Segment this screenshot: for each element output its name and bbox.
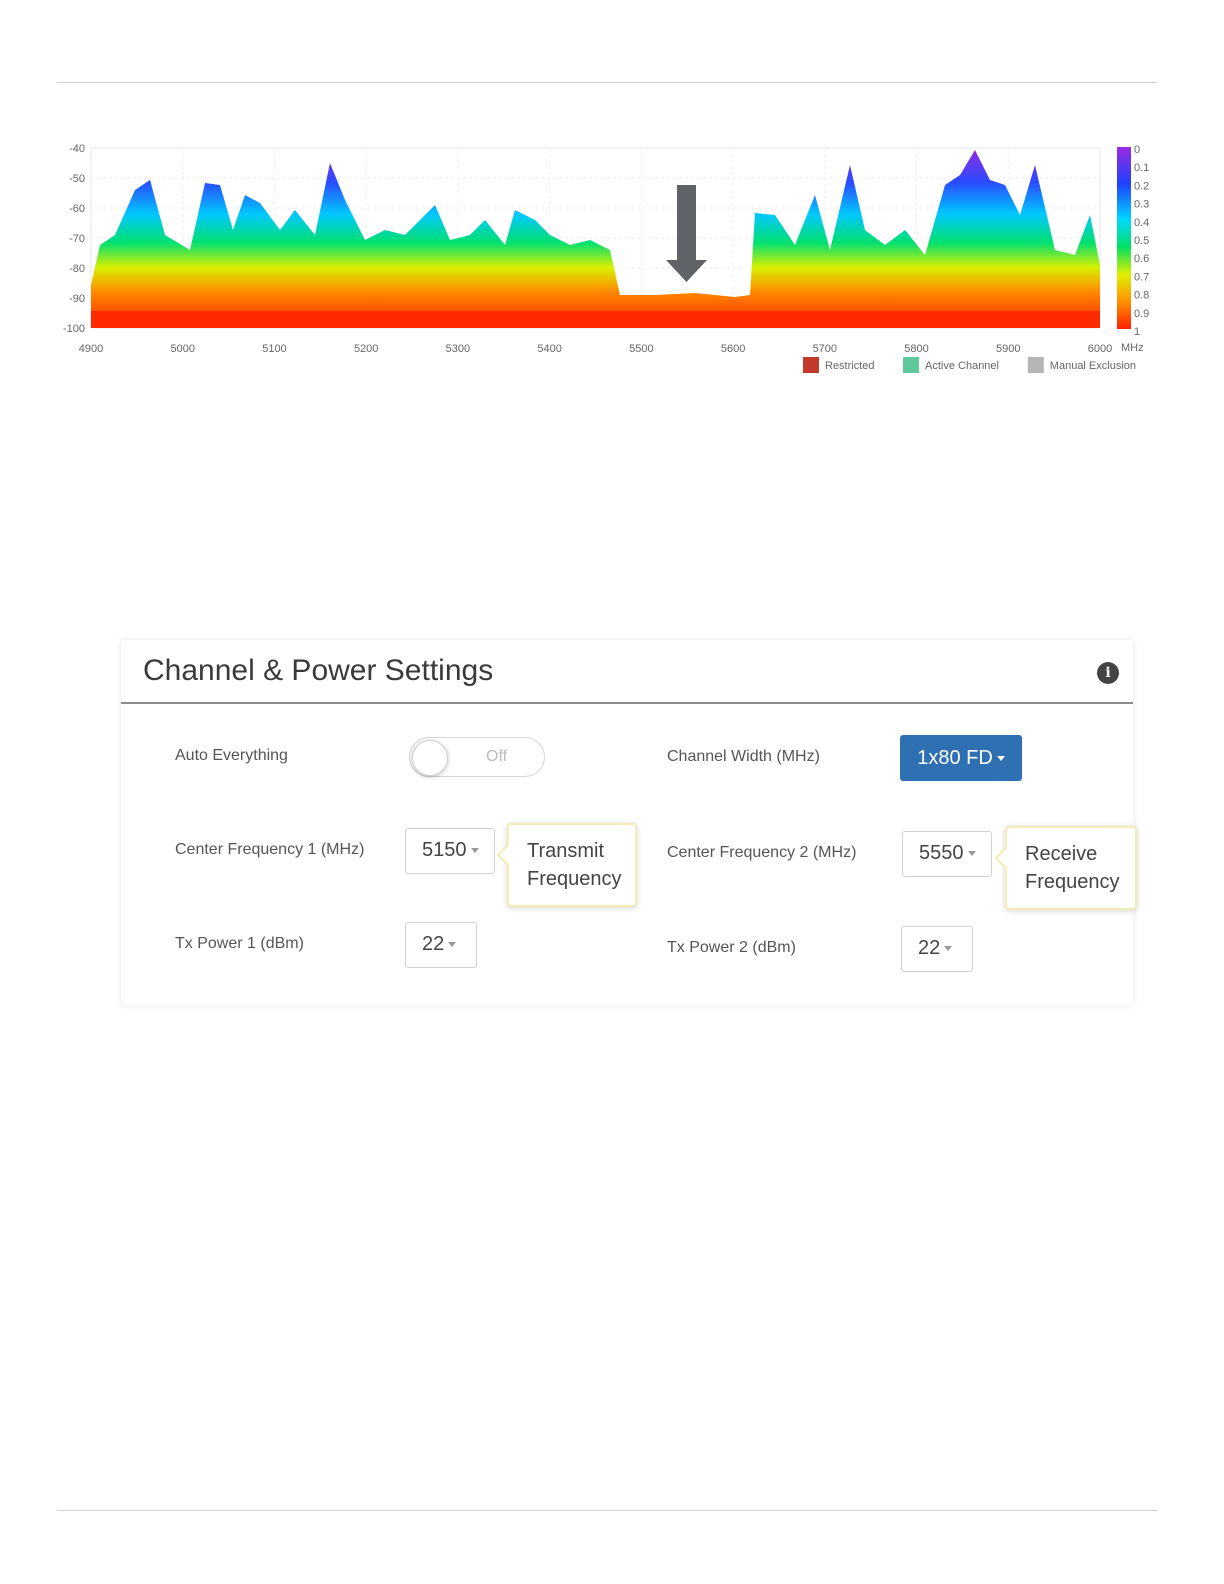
chevron-down-icon [944, 946, 953, 952]
y-tick-label: -50 [69, 173, 85, 185]
y-tick-label: -80 [69, 263, 85, 275]
chevron-down-icon [996, 756, 1005, 762]
center-frequency-1-label: Center Frequency 1 (MHz) [175, 841, 365, 858]
chevron-down-icon [470, 848, 479, 854]
x-axis-labels: 4900 5000 5100 5200 5300 5400 5500 5600 5700 5800… [79, 343, 1112, 355]
legend-label: Active Channel [925, 360, 999, 372]
scale-tick-label: 0.6 [1134, 253, 1149, 265]
x-axis-unit: MHz [1121, 342, 1144, 354]
legend-label: Restricted [825, 360, 875, 372]
scale-tick-label: 0.4 [1134, 217, 1149, 229]
scale-tick-label: 0.2 [1134, 180, 1149, 192]
scale-tick-label: 1 [1134, 326, 1140, 338]
color-scale-labels: 0 0.1 0.2 0.3 0.4 0.5 0.6 0.7 0.8 0.9 1 [1134, 144, 1149, 338]
x-tick-label: 5000 [170, 343, 194, 355]
tx-power-2-label: Tx Power 2 (dBm) [667, 939, 796, 956]
callout-line: Frequency [1025, 871, 1120, 893]
x-tick-label: 5100 [262, 343, 286, 355]
channel-width-value: 1x80 FD [917, 747, 993, 769]
scale-tick-label: 0.3 [1134, 199, 1149, 211]
spectrum-heatmap [91, 150, 1100, 328]
tx-power-1-label: Tx Power 1 (dBm) [175, 935, 304, 952]
x-tick-label: 4900 [79, 343, 103, 355]
x-tick-label: 5900 [996, 343, 1020, 355]
tx-power-1-value: 22 [422, 933, 445, 955]
spectrum-analyzer-chart: -40 -50 -60 -70 -80 -90 -100 4900 5000 5100 5200 5… [63, 143, 1149, 373]
auto-everything-label: Auto Everything [175, 747, 288, 764]
bottom-divider [57, 1510, 1157, 1511]
noise-floor-band [91, 311, 1100, 328]
center-frequency-2-select[interactable]: 5550 [902, 831, 992, 877]
x-tick-label: 6000 [1088, 343, 1112, 355]
scale-tick-label: 0.8 [1134, 290, 1149, 302]
chevron-down-icon [448, 942, 457, 948]
toggle-knob [412, 740, 448, 776]
x-tick-label: 5800 [904, 343, 928, 355]
y-tick-label: -90 [69, 293, 85, 305]
color-scale-bar [1117, 147, 1131, 329]
x-tick-label: 5700 [813, 343, 837, 355]
tx-power-2-select[interactable]: 22 [901, 926, 973, 972]
top-divider [57, 82, 1157, 83]
toggle-state-text: Off [486, 748, 508, 765]
legend-swatch [1027, 357, 1044, 373]
receive-frequency-callout: Receive Frequency [1005, 826, 1137, 910]
y-tick-label: -100 [63, 323, 85, 335]
scale-tick-label: 0.1 [1134, 162, 1149, 174]
info-icon[interactable]: i [1097, 662, 1119, 684]
scale-tick-label: 0.9 [1134, 308, 1149, 320]
callout-line: Receive [1025, 843, 1098, 865]
legend-label: Manual Exclusion [1050, 360, 1136, 372]
x-tick-label: 5500 [629, 343, 653, 355]
tx-power-2-value: 22 [918, 937, 941, 959]
channel-width-label: Channel Width (MHz) [667, 748, 820, 765]
center-frequency-1-value: 5150 [422, 839, 467, 861]
scale-tick-label: 0.7 [1134, 271, 1149, 283]
y-tick-label: -60 [69, 203, 85, 215]
scale-tick-label: 0 [1134, 144, 1140, 156]
center-frequency-2-label: Center Frequency 2 (MHz) [667, 844, 857, 861]
callout-line: Frequency [527, 868, 622, 890]
panel-header: Channel & Power Settings i [121, 640, 1133, 704]
panel-title: Channel & Power Settings [143, 654, 494, 687]
center-frequency-2-value: 5550 [919, 842, 964, 864]
x-tick-label: 5200 [354, 343, 378, 355]
down-arrow-icon [666, 185, 707, 282]
x-tick-label: 5400 [537, 343, 561, 355]
legend-swatch [903, 357, 919, 373]
x-tick-label: 5600 [721, 343, 745, 355]
auto-everything-toggle[interactable]: Off [409, 737, 545, 777]
y-tick-label: -70 [69, 233, 85, 245]
channel-power-settings-panel: Channel & Power Settings i Auto Everythi… [121, 640, 1137, 1005]
x-tick-label: 5300 [446, 343, 470, 355]
chart-legend: Restricted Active Channel Manual Exclusion [803, 357, 1136, 373]
legend-swatch [803, 357, 819, 373]
channel-width-dropdown[interactable]: 1x80 FD [900, 735, 1022, 781]
tx-power-1-select[interactable]: 22 [405, 922, 477, 968]
center-frequency-1-select[interactable]: 5150 [405, 828, 495, 874]
callout-line: Transmit [527, 840, 605, 862]
y-axis-labels: -40 -50 -60 -70 -80 -90 -100 [63, 143, 85, 335]
y-tick-label: -40 [69, 143, 85, 155]
transmit-frequency-callout: Transmit Frequency [507, 823, 637, 907]
scale-tick-label: 0.5 [1134, 235, 1149, 247]
chevron-down-icon [967, 851, 976, 857]
